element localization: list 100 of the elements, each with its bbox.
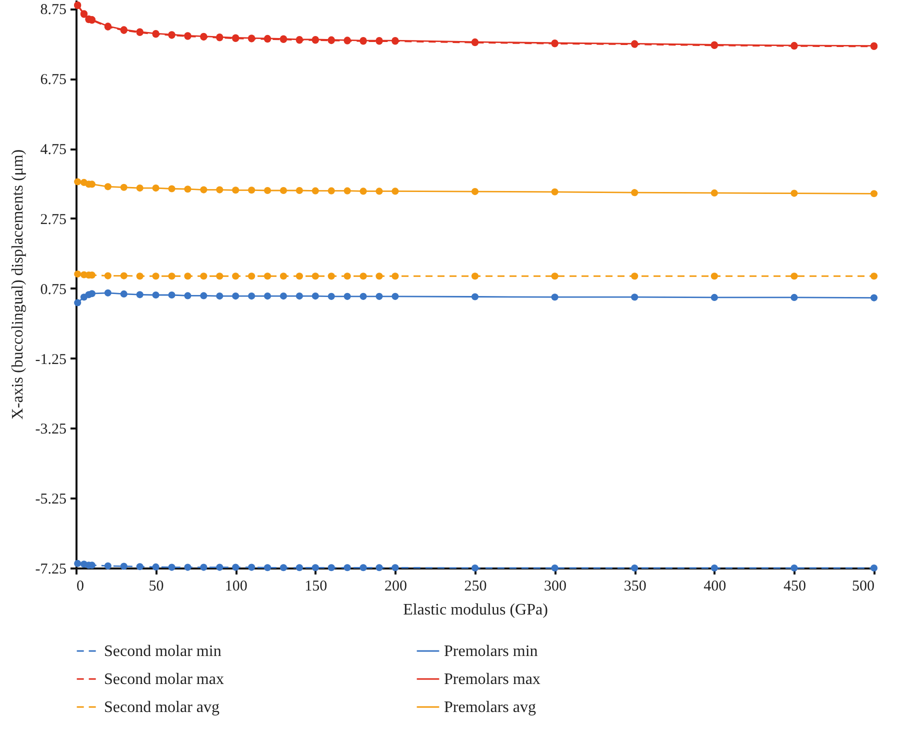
point [280,564,288,572]
point [376,292,383,300]
point [376,188,383,195]
x-tick-label: 50 [148,578,164,594]
point [631,564,638,572]
point [216,292,224,300]
point [551,564,558,572]
point [312,187,319,194]
point [631,294,638,301]
point [104,289,112,296]
point [328,187,335,194]
y-tick-label: -7.25 [35,562,66,578]
point [392,272,399,280]
point [471,272,479,280]
point [248,292,256,300]
point [168,185,176,192]
point [471,293,479,300]
point [710,564,718,572]
point [232,292,240,300]
point [216,272,224,280]
point [328,292,335,300]
point [344,564,351,572]
y-tick-label: -1.25 [35,352,66,368]
point [471,564,479,572]
point [551,188,558,196]
point [120,562,128,570]
point [280,292,288,300]
point [870,564,878,572]
point [551,294,558,301]
point [264,564,272,572]
point [328,564,335,572]
point [376,564,383,572]
point [74,299,82,306]
point [344,272,351,280]
point [104,272,112,280]
point [870,294,878,302]
y-tick-label: 4.75 [40,142,66,158]
point [870,272,878,280]
x-tick-label: 350 [624,578,646,594]
point [168,564,176,571]
point [200,292,208,300]
point [216,186,224,194]
point [184,564,192,571]
y-tick-label: 0.75 [40,282,66,298]
point [392,564,399,572]
point [312,564,319,572]
point [790,564,798,572]
x-tick-label: 250 [464,578,487,594]
x-tick-label: 450 [783,578,806,594]
point [312,272,319,280]
point [296,292,303,300]
point [360,272,367,280]
point [631,272,638,280]
point [280,272,288,280]
point [248,564,256,571]
point [392,292,399,300]
point [168,272,176,280]
point [200,186,208,194]
x-tick-label: 100 [224,578,248,594]
point [200,272,208,280]
point [870,190,878,198]
point [296,272,303,280]
point [184,292,192,300]
point [184,272,192,280]
point [232,186,240,194]
point [74,178,82,186]
point [88,290,96,298]
point [344,292,351,300]
point [551,272,558,280]
point [104,562,112,570]
point [264,292,272,300]
point [360,292,367,300]
point [232,272,240,280]
point [216,564,224,571]
legend-label: Premolars min [444,643,538,660]
point [710,189,718,196]
point [264,186,272,194]
point [136,184,144,192]
point [136,563,144,570]
point [248,272,256,280]
x-tick-label: 500 [852,578,874,594]
point [74,560,82,567]
point [392,188,399,195]
legend-label: Premolars avg [444,699,536,716]
point [232,564,240,571]
legend-label: Premolars max [444,671,540,688]
x-tick-label: 150 [304,578,328,594]
point [376,272,383,280]
y-axis-title: X-axis (buccolingual) displacements (μm) [9,149,26,420]
point [790,294,798,301]
point [790,272,798,280]
x-axis-title: Elastic modulus (GPa) [403,602,548,618]
point [710,294,718,301]
point [471,188,479,196]
point [296,186,303,194]
x-tick-label: 300 [544,578,567,594]
point [152,291,160,299]
point [136,291,144,298]
y-tick-label: 2.75 [40,212,66,228]
point [296,564,303,572]
